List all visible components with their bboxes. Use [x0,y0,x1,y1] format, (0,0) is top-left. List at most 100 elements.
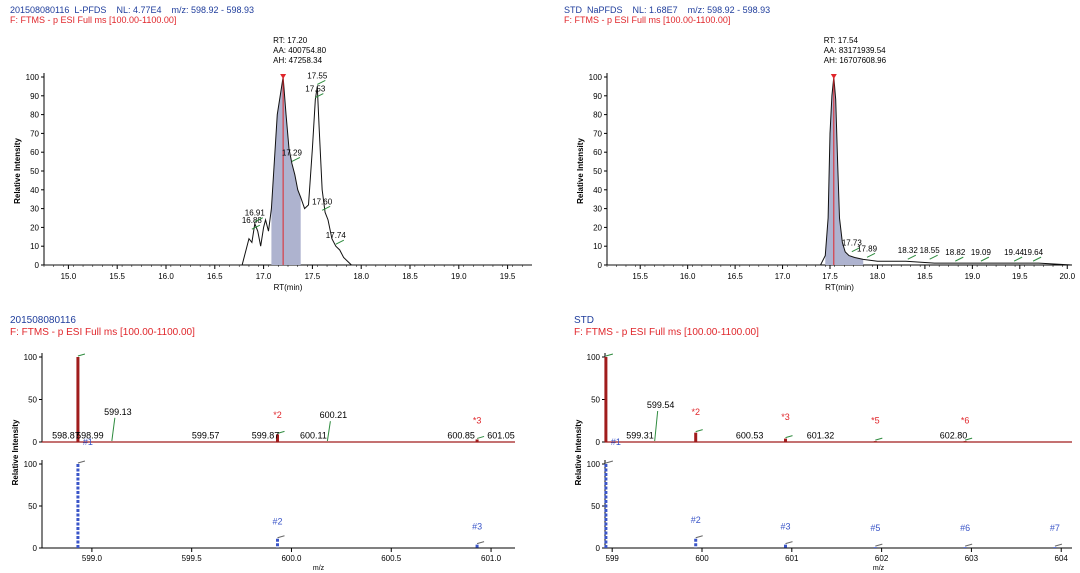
mz-range: m/z: 598.92 - 598.93 [171,5,255,15]
y-tick-label-upper: 100 [24,353,38,362]
peak-area-shading [271,77,301,265]
y-tick-label: 10 [593,242,602,251]
x-tick-label: 599.0 [82,554,103,563]
apex-marker [830,74,837,79]
peak-apex-tick [277,430,285,434]
scan-filter: F: FTMS - p ESI Full ms [100.00-1100.00] [10,327,195,338]
spectrum-peak-observed [784,438,788,442]
peak-label: 18.55 [920,246,941,255]
peak-label: *3 [473,415,482,425]
y-axis-label: Relative Intensity [574,419,583,485]
peak-label-leader [654,410,659,442]
y-tick-label: 90 [593,92,602,101]
peak-label-tick [929,254,938,260]
peak-label: 600.11 [300,431,327,441]
peak-apex-tick [785,435,793,439]
x-axis-label: m/z [873,565,885,572]
isotope-label: #3 [781,522,791,532]
peak-label: 17.89 [857,244,878,253]
spectrum-plot: 0 50 100 0 50 100 599.0 599.5 600.0 600.5 601.0 m/z… [11,353,515,572]
scan-filter: F: FTMS - p ESI Full ms [100.00-1100.00] [574,327,759,338]
x-axis-label: m/z [313,565,325,572]
isotope-label: #7 [1050,523,1060,533]
y-tick-label: 70 [30,129,39,138]
y-tick-label: 10 [30,242,39,251]
x-tick-label: 17.5 [305,272,321,281]
x-tick-label: 16.0 [680,272,696,281]
scan-id: STD [564,5,582,15]
peak-label-tick [315,93,324,99]
peak-label: 17.73 [842,239,863,248]
y-tick-label-lower: 100 [24,460,38,469]
spectrum-peak-observed [963,441,967,442]
peak-rt-label: RT: 17.20 [273,36,308,45]
y-tick-label: 100 [26,73,40,82]
sample-name: L-PFDS [74,5,107,15]
y-tick-label: 80 [593,111,602,120]
scan-id: STD [574,315,594,326]
peak-label-tick [1032,256,1042,262]
x-tick-label: 18.5 [917,272,933,281]
scan-id: 201508080116 [10,315,76,326]
peak-apex-tick [785,541,793,545]
scan-filter: F: FTMS - p ESI Full ms [100.00-1100.00] [564,15,731,25]
x-tick-label: 19.5 [500,272,516,281]
panel-header: 201508080116 L-PFDS NL: 4.77E4 m/z: 598.… [10,5,254,25]
normalization-level: NL: 4.77E4 [116,5,162,15]
y-axis-label: Relative Intensity [13,138,22,204]
spectrum-peak-observed [276,434,280,442]
x-tick-label: 15.0 [61,272,77,281]
x-axis-label: RT(min) [274,283,303,292]
peak-rt-label: RT: 17.54 [824,36,859,45]
x-tick-label: 17.0 [775,272,791,281]
y-tick-label-upper: 50 [591,396,600,405]
y-tick-label: 40 [30,186,39,195]
peak-label-tick [317,79,326,85]
peak-height-label: AH: 16707608.96 [824,56,887,65]
spectrum-peak-observed [76,357,80,442]
peak-label: 600.53 [736,431,764,441]
y-tick-label: 50 [593,167,602,176]
spectrum-plot: 0 50 100 0 50 100 599 600 601 602 603 604 m/z Relativ… [574,353,1072,572]
peak-label: *5 [871,415,880,425]
peak-label: 19.09 [971,248,992,257]
isotope-marker: #1 [83,437,93,447]
scan-filter: F: FTMS - p ESI Full ms [100.00-1100.00] [10,15,177,25]
peak-label: 17.74 [326,231,347,240]
y-tick-label: 30 [593,205,602,214]
x-tick-label: 599.5 [182,554,203,563]
peak-apex-tick [277,535,285,539]
peak-apex-tick [476,541,485,545]
peak-label-tick [291,157,301,162]
peak-area-label: AA: 83171939.54 [824,46,886,55]
isotope-label: #3 [472,522,482,532]
peak-apex-tick [77,460,86,464]
x-tick-label: 19.5 [1012,272,1028,281]
peak-label-tick [1013,256,1023,262]
peak-label-leader [111,417,116,442]
chromatogram-plot: 0 10 20 30 40 50 60 70 80 90 100 15.5 16.0 16.5 17.0 17… [576,36,1076,292]
x-tick-label: 18.5 [402,272,418,281]
x-tick-label: 18.0 [870,272,886,281]
y-tick-label: 40 [593,186,602,195]
peak-label: 602.80 [940,431,968,441]
peak-label: 599.31 [626,431,654,441]
peak-apex-tick [476,435,485,439]
x-tick-label: 15.5 [632,272,648,281]
y-axis-label: Relative Intensity [576,138,585,204]
normalization-level: NL: 1.68E7 [632,5,678,15]
peak-label: 601.05 [487,431,515,441]
chromatogram-trace [607,76,1073,266]
peak-label: 19.44 [1004,248,1025,257]
x-tick-label: 601 [785,554,799,563]
y-tick-label: 60 [593,148,602,157]
peak-label-tick [851,247,861,253]
y-tick-label-lower: 50 [591,502,600,511]
spectrum-peak-observed [475,439,479,442]
x-tick-label: 17.0 [256,272,272,281]
x-tick-label: 601.0 [481,554,502,563]
y-tick-label-upper: 50 [28,396,37,405]
y-tick-label: 0 [598,261,603,270]
y-tick-label: 70 [593,129,602,138]
y-tick-label: 90 [30,92,39,101]
